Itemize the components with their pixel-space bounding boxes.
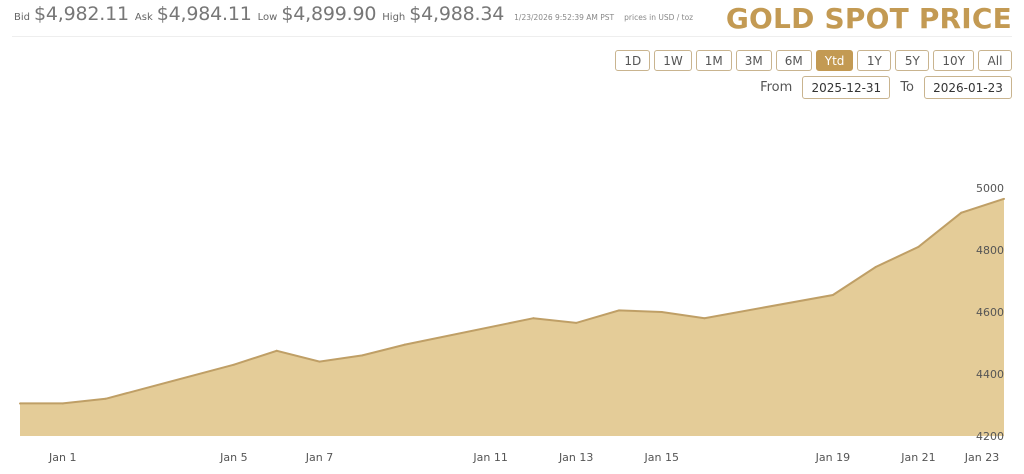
high-label: High [382, 12, 406, 23]
price-area [20, 198, 1004, 436]
data-point [19, 402, 21, 405]
price-ticker: Bid $4,982.11 Ask $4,984.11 Low $4,899.9… [14, 3, 693, 29]
price-units: prices in USD / toz [624, 13, 694, 22]
x-tick-label: Jan 15 [644, 451, 679, 464]
x-axis: Jan 1 Jan 5 Jan 7 Jan 11 Jan 13 Jan 15 Jan 19 J… [48, 451, 999, 464]
data-point [275, 349, 278, 352]
data-point [532, 317, 535, 320]
data-point [660, 311, 663, 313]
to-label: To [900, 80, 914, 95]
y-tick-label: 4400 [976, 368, 1004, 381]
data-point [831, 293, 834, 296]
data-point [874, 266, 877, 269]
page-title: GOLD SPOT PRICE [725, 2, 1012, 35]
data-point [318, 360, 321, 363]
x-tick-label: Jan 1 [48, 451, 76, 464]
bid-value: $4,982.11 [34, 3, 129, 25]
x-tick-label: Jan 21 [900, 451, 935, 464]
ask-value: $4,984.11 [156, 3, 252, 25]
range-button-3m[interactable]: 3M [735, 50, 772, 71]
range-button-5y[interactable]: 5Y [895, 50, 930, 71]
low-value: $4,899.90 [281, 3, 377, 25]
price-line [20, 197, 1005, 405]
range-button-1y[interactable]: 1Y [857, 50, 892, 71]
data-point [361, 354, 364, 357]
ask-label: Ask [134, 12, 153, 23]
from-label: From [760, 80, 793, 95]
range-button-1d[interactable]: 1D [615, 50, 651, 71]
data-point [960, 211, 963, 214]
high-value: $4,988.34 [409, 3, 505, 25]
data-point [104, 397, 107, 400]
range-button-all[interactable]: All [978, 50, 1012, 71]
data-point [1003, 197, 1005, 200]
y-tick-label: 4800 [976, 244, 1004, 257]
y-tick-label: 4600 [976, 306, 1004, 319]
low-label: Low [257, 12, 278, 23]
data-point [61, 402, 64, 405]
range-button-10y[interactable]: 10Y [933, 50, 974, 71]
header-divider [12, 36, 1012, 37]
x-tick-label: Jan 5 [219, 451, 247, 464]
price-timestamp: 1/23/2026 9:52:39 AM PST [514, 13, 615, 22]
y-tick-label: 5000 [976, 182, 1004, 195]
y-axis: 4200 4400 4600 4800 5000 [976, 182, 1004, 443]
data-point [404, 343, 407, 346]
range-button-6m[interactable]: 6M [775, 50, 812, 71]
y-tick-label: 4200 [976, 430, 1004, 443]
x-tick-label: Jan 19 [815, 451, 850, 464]
x-tick-label: Jan 7 [305, 451, 333, 464]
bid-label: Bid [14, 12, 30, 23]
data-point [917, 245, 920, 248]
range-button-ytd[interactable]: Ytd [815, 50, 854, 71]
x-tick-label: Jan 23 [964, 451, 999, 464]
data-point [575, 321, 578, 324]
to-date-input[interactable] [924, 76, 1012, 99]
range-button-1m[interactable]: 1M [695, 50, 732, 71]
data-point [703, 317, 706, 320]
range-selector: 1D 1W 1M 3M 6M Ytd 1Y 5Y 10Y All [615, 50, 1012, 71]
x-tick-label: Jan 13 [558, 451, 593, 464]
data-point [617, 309, 620, 312]
range-button-1w[interactable]: 1W [654, 50, 692, 71]
from-date-input[interactable] [802, 76, 891, 99]
date-range: From To [750, 76, 1012, 99]
x-tick-label: Jan 11 [472, 451, 507, 464]
data-point [232, 363, 235, 366]
plot-area [19, 197, 1005, 436]
